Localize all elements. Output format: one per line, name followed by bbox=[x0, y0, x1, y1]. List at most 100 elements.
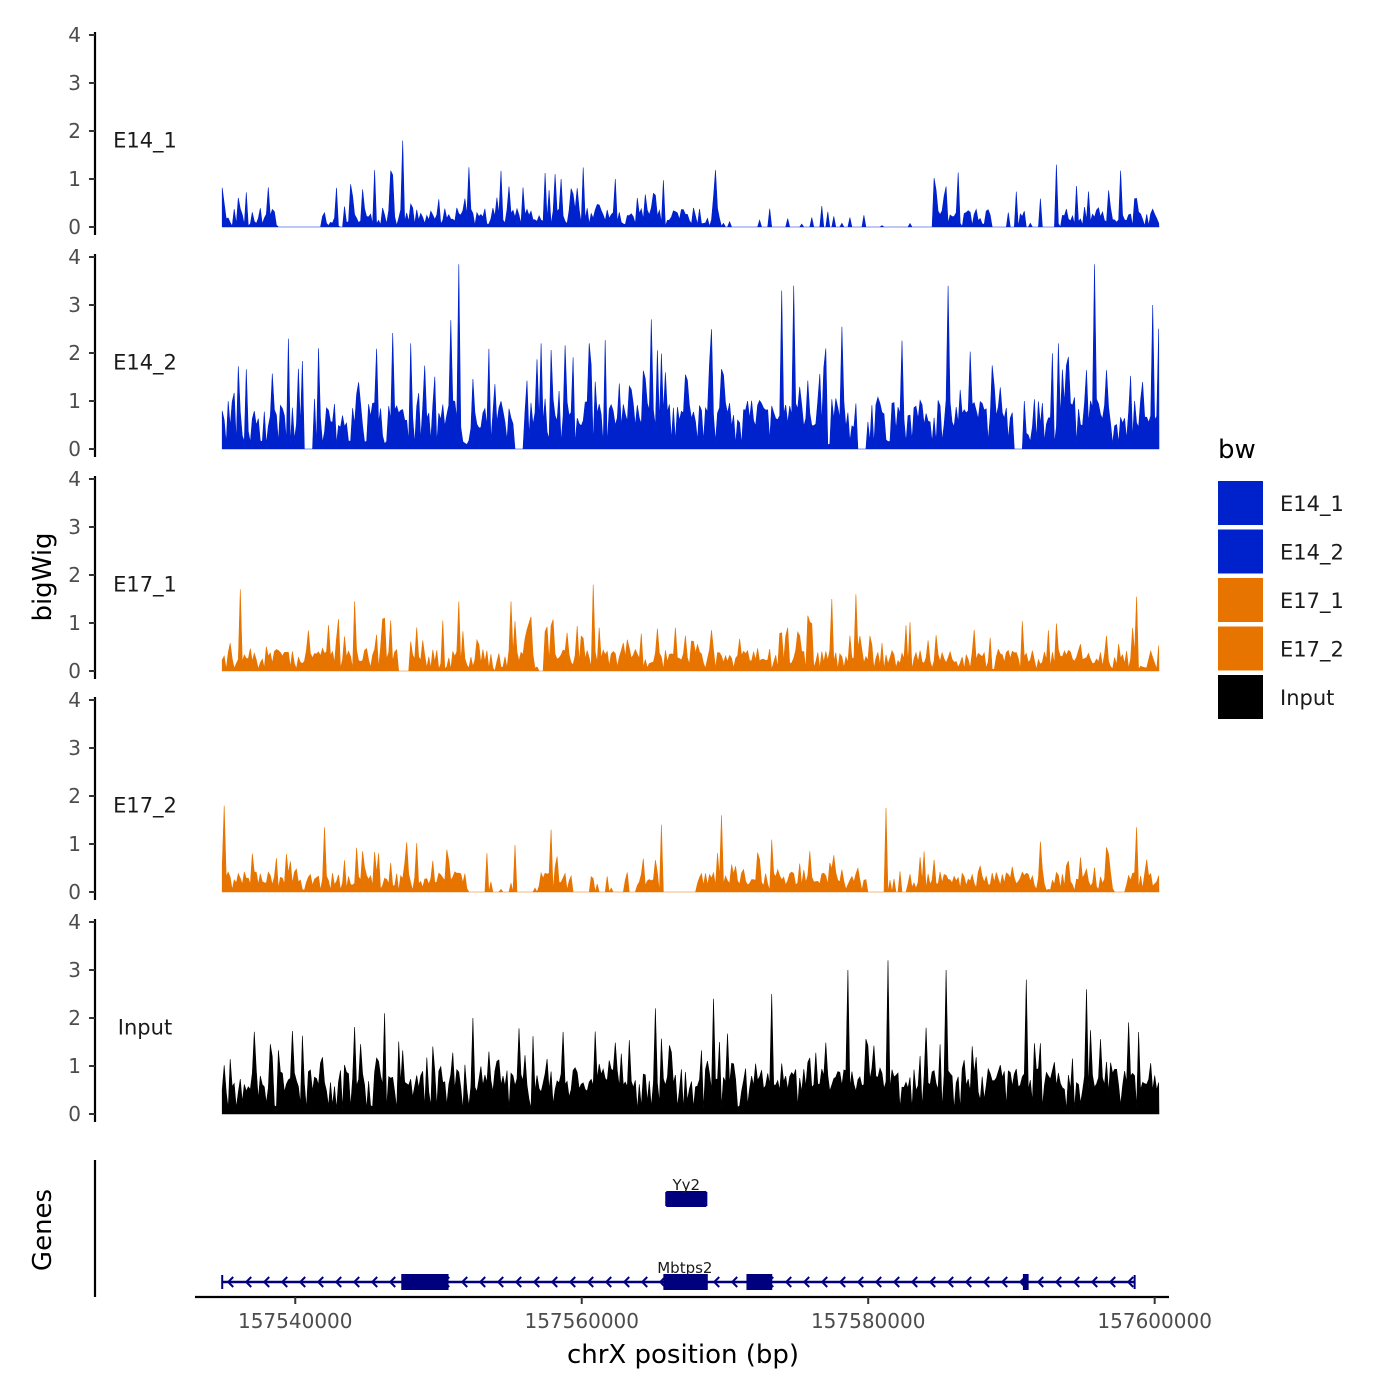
signal-area-Input bbox=[221, 960, 1160, 1115]
track-label-E17_1: E17_1 bbox=[113, 573, 177, 598]
strand-arrow-Mbtps2 bbox=[802, 1276, 810, 1288]
legend-title: bw bbox=[1218, 435, 1256, 465]
strand-arrow-Mbtps2 bbox=[460, 1276, 468, 1288]
legend-swatch-E17_2 bbox=[1218, 626, 1263, 671]
x-tick-label-157560000: 157560000 bbox=[524, 1309, 639, 1333]
strand-arrow-Mbtps2 bbox=[226, 1276, 234, 1288]
strand-arrow-Mbtps2 bbox=[910, 1276, 918, 1288]
y-tick-label-E14_1-3: 3 bbox=[68, 71, 81, 95]
strand-arrow-Mbtps2 bbox=[478, 1276, 486, 1288]
exon-Mbtps2-3 bbox=[746, 1274, 773, 1290]
x-axis-title: chrX position (bp) bbox=[567, 1340, 799, 1370]
legend-label-E17_1: E17_1 bbox=[1280, 589, 1344, 614]
x-axis: 157540000 157560000 157580000 157600000 bbox=[195, 1295, 1212, 1333]
strand-arrow-Mbtps2 bbox=[838, 1276, 846, 1288]
legend-swatch-E17_1 bbox=[1218, 578, 1263, 622]
strand-arrow-Mbtps2 bbox=[388, 1276, 396, 1288]
strand-arrow-Mbtps2 bbox=[1126, 1276, 1134, 1288]
y-tick-label-Input-3: 3 bbox=[68, 958, 81, 982]
strand-arrow-Mbtps2 bbox=[964, 1276, 972, 1288]
y-tick-label-E14_2-4: 4 bbox=[68, 245, 81, 269]
y-tick-label-E17_1-3: 3 bbox=[68, 515, 81, 539]
strand-arrow-Mbtps2 bbox=[622, 1276, 630, 1288]
y-tick-label-E14_2-1: 1 bbox=[68, 389, 81, 413]
y-tick-label-Input-1: 1 bbox=[68, 1054, 81, 1078]
track-E14_2: 0 1 2 3 4 E14_2 bbox=[68, 245, 1160, 461]
signal-tracks: 0 1 2 3 4 E14_1 0 1 2 3 4 E14_2 0 1 2 3 4 E17_1 0 1 2 3 4 E17_2… bbox=[68, 23, 1160, 1126]
strand-arrow-Mbtps2 bbox=[496, 1276, 504, 1288]
y-tick-label-E17_2-3: 3 bbox=[68, 736, 81, 760]
y-tick-label-E14_1-2: 2 bbox=[68, 119, 81, 143]
legend-swatch-E14_2 bbox=[1218, 529, 1263, 574]
y-tick-label-E14_1-1: 1 bbox=[68, 167, 81, 191]
legend: bw E14_1 E14_2 E17_1 E17_2 Input bbox=[1218, 435, 1344, 719]
track-E17_2: 0 1 2 3 4 E17_2 bbox=[68, 688, 1160, 904]
strand-arrow-Mbtps2 bbox=[712, 1276, 720, 1288]
y-tick-label-E17_1-0: 0 bbox=[68, 659, 81, 683]
signal-area-E14_2 bbox=[221, 264, 1160, 450]
strand-arrow-Mbtps2 bbox=[892, 1276, 900, 1288]
strand-arrow-Mbtps2 bbox=[262, 1276, 270, 1288]
strand-arrow-Mbtps2 bbox=[532, 1276, 540, 1288]
track-E14_1: 0 1 2 3 4 E14_1 bbox=[68, 23, 1160, 239]
strand-arrow-Mbtps2 bbox=[514, 1276, 522, 1288]
y-tick-label-E14_2-3: 3 bbox=[68, 293, 81, 317]
track-label-Input: Input bbox=[118, 1016, 172, 1040]
y-axis-title: bigWig bbox=[28, 532, 58, 621]
gene-label-Mbtps2: Mbtps2 bbox=[657, 1259, 712, 1277]
y-tick-label-E17_2-2: 2 bbox=[68, 784, 81, 808]
legend-label-E14_2: E14_2 bbox=[1280, 541, 1344, 566]
exon-Mbtps2-2 bbox=[663, 1274, 708, 1290]
legend-swatch-E14_1 bbox=[1218, 481, 1263, 525]
x-tick-label-157540000: 157540000 bbox=[238, 1309, 353, 1333]
y-tick-label-E17_2-0: 0 bbox=[68, 880, 81, 904]
strand-arrow-Mbtps2 bbox=[370, 1276, 378, 1288]
legend-label-Input: Input bbox=[1280, 686, 1334, 710]
strand-arrow-Mbtps2 bbox=[280, 1276, 288, 1288]
strand-arrow-Mbtps2 bbox=[982, 1276, 990, 1288]
track-label-E14_2: E14_2 bbox=[113, 351, 177, 376]
strand-arrow-Mbtps2 bbox=[820, 1276, 828, 1288]
strand-arrow-Mbtps2 bbox=[244, 1276, 252, 1288]
track-label-E14_1: E14_1 bbox=[113, 129, 177, 154]
strand-arrow-Mbtps2 bbox=[1108, 1276, 1116, 1288]
track-Input: 0 1 2 3 4 Input bbox=[68, 910, 1160, 1126]
x-tick-label-157580000: 157580000 bbox=[811, 1309, 926, 1333]
gene-Yy2: Yy2 bbox=[665, 1176, 708, 1207]
strand-arrow-Mbtps2 bbox=[352, 1276, 360, 1288]
signal-area-E14_1 bbox=[221, 140, 1160, 228]
strand-arrow-Mbtps2 bbox=[1036, 1276, 1044, 1288]
strand-arrow-Mbtps2 bbox=[604, 1276, 612, 1288]
strand-arrow-Mbtps2 bbox=[946, 1276, 954, 1288]
track-E17_1: 0 1 2 3 4 E17_1 bbox=[68, 467, 1160, 683]
strand-arrow-Mbtps2 bbox=[1072, 1276, 1080, 1288]
y-tick-label-E14_1-4: 4 bbox=[68, 23, 81, 47]
genes-axis-title: Genes bbox=[28, 1189, 58, 1271]
exon-Mbtps2-1 bbox=[401, 1274, 449, 1290]
y-tick-label-E14_1-0: 0 bbox=[68, 215, 81, 239]
y-tick-label-E17_1-4: 4 bbox=[68, 467, 81, 491]
y-tick-label-E17_2-1: 1 bbox=[68, 832, 81, 856]
strand-arrow-Mbtps2 bbox=[298, 1276, 306, 1288]
strand-arrow-Mbtps2 bbox=[730, 1276, 738, 1288]
signal-area-E17_2 bbox=[221, 805, 1160, 893]
strand-arrow-Mbtps2 bbox=[316, 1276, 324, 1288]
y-tick-label-E17_1-1: 1 bbox=[68, 611, 81, 635]
strand-arrow-Mbtps2 bbox=[550, 1276, 558, 1288]
track-label-E17_2: E17_2 bbox=[113, 794, 177, 819]
legend-label-E14_1: E14_1 bbox=[1280, 492, 1344, 517]
y-tick-label-E17_1-2: 2 bbox=[68, 563, 81, 587]
strand-arrow-Mbtps2 bbox=[1090, 1276, 1098, 1288]
strand-arrow-Mbtps2 bbox=[640, 1276, 648, 1288]
strand-arrow-Mbtps2 bbox=[586, 1276, 594, 1288]
y-tick-label-E17_2-4: 4 bbox=[68, 688, 81, 712]
y-tick-label-Input-2: 2 bbox=[68, 1006, 81, 1030]
exon-Yy2-1 bbox=[666, 1191, 707, 1207]
strand-arrow-Mbtps2 bbox=[568, 1276, 576, 1288]
gene-label-Yy2: Yy2 bbox=[672, 1176, 701, 1194]
exon-Mbtps2-4 bbox=[1022, 1274, 1029, 1290]
y-tick-label-E14_2-0: 0 bbox=[68, 437, 81, 461]
signal-area-E17_1 bbox=[221, 584, 1160, 672]
